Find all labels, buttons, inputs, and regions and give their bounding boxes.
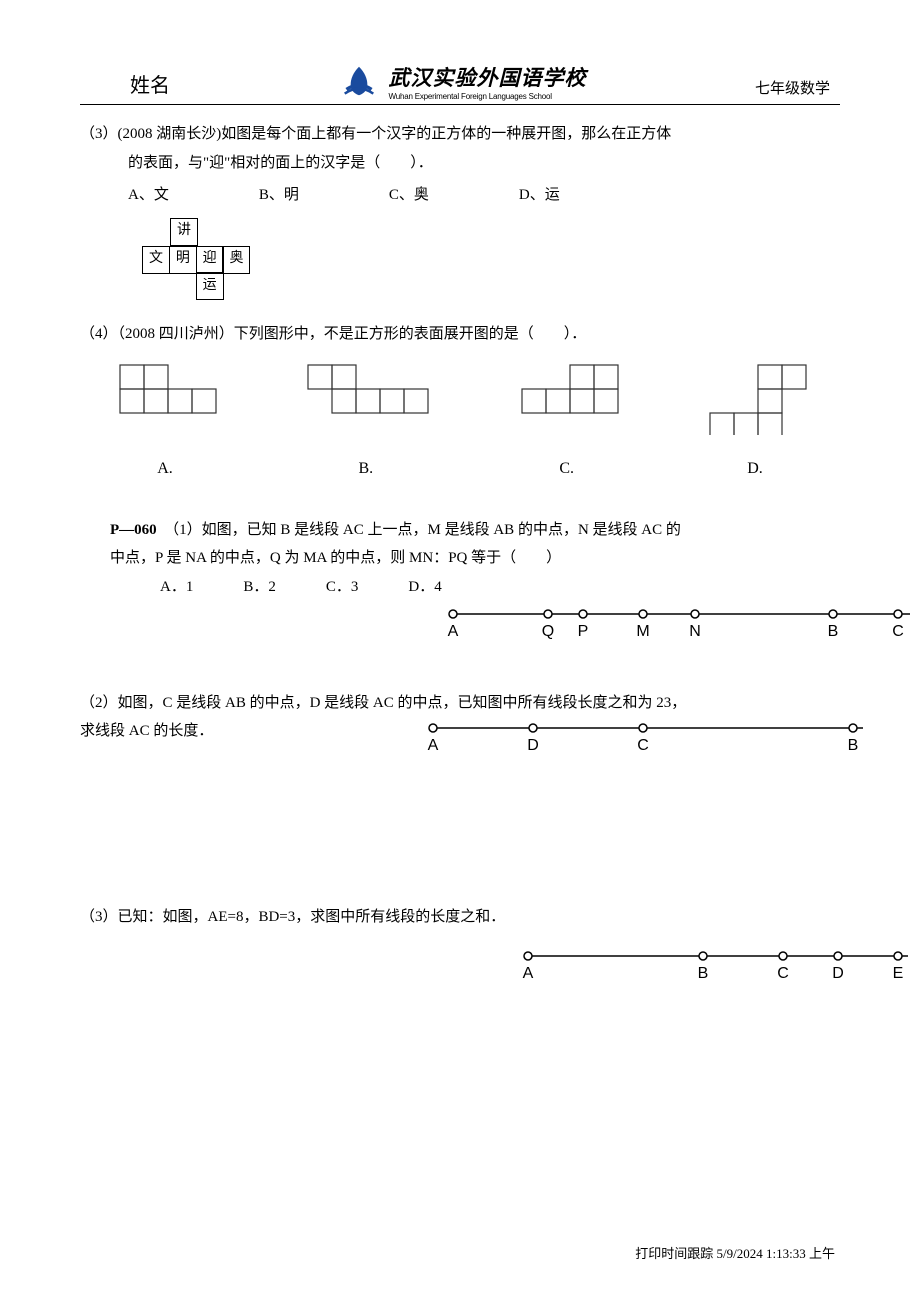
print-timestamp: 打印时间跟踪 5/9/2024 1:13:33 上午 xyxy=(635,1246,835,1261)
q4-label-c: C. xyxy=(512,454,622,484)
p060-opt-b: B．2 xyxy=(243,575,276,596)
q4-line1: （4）（2008 四川泸州）下列图形中，不是正方形的表面展开图的是（ ）． xyxy=(80,320,840,349)
seg2-svg: ADCB xyxy=(425,718,865,758)
q4-label-b: B. xyxy=(298,454,433,484)
q3-opt-c: C、奥 xyxy=(389,181,429,210)
q4-prefix: （4） xyxy=(80,326,118,342)
q4-net-c: C. xyxy=(512,363,622,484)
p060-opt-d: D．4 xyxy=(408,575,441,596)
q4-label-d: D. xyxy=(700,454,810,484)
q3-line2: 的表面，与"迎"相对的面上的汉字是（ ）． xyxy=(80,149,840,178)
svg-text:N: N xyxy=(689,623,701,640)
q3-opt-b: B、明 xyxy=(259,181,299,210)
p060-code: P—060 xyxy=(110,522,157,538)
q3-line1: （3）(2008 湖南长沙)如图是每个面上都有一个汉字的正方体的一种展开图，那么… xyxy=(80,120,840,149)
school-name-en: Wuhan Experimental Foreign Languages Sch… xyxy=(388,92,586,101)
q3-source: (2008 湖南长沙) xyxy=(118,126,222,142)
svg-text:B: B xyxy=(848,737,859,754)
q4-nets-row: A. B. C. xyxy=(80,363,840,484)
q3-cube-net: 讲 文 明 迎 奥 运 xyxy=(142,218,840,302)
p060-opt-c: C．3 xyxy=(326,575,359,596)
page-header: 姓名 武汉实验外国语学校 Wuhan Experimental Foreign … xyxy=(80,60,840,105)
net-c-svg xyxy=(512,363,622,435)
q3-opt-d: D、运 xyxy=(519,181,560,210)
q4-label-a: A. xyxy=(110,454,220,484)
net-cell: 奥 xyxy=(222,246,250,274)
p060-q1-t1: （1）如图，已知 B 是线段 AC 上一点，M 是线段 AB 的中点，N 是线段… xyxy=(164,522,681,538)
svg-text:A: A xyxy=(428,737,439,754)
svg-text:D: D xyxy=(527,737,539,754)
p060-q3: （3）已知：如图，AE=8，BD=3，求图中所有线段的长度之和． xyxy=(80,903,840,932)
question-4: （4）（2008 四川泸州）下列图形中，不是正方形的表面展开图的是（ ）． A. xyxy=(80,320,840,484)
p060-section: P—060 （1）如图，已知 B 是线段 AC 上一点，M 是线段 AB 的中点… xyxy=(80,516,840,992)
school-logo-block: 武汉实验外国语学校 Wuhan Experimental Foreign Lan… xyxy=(338,60,586,102)
p060-q3-text: （3）已知：如图，AE=8，BD=3，求图中所有线段的长度之和． xyxy=(80,909,505,925)
q3-opt-a: A、文 xyxy=(128,181,169,210)
q4-source: （2008 四川泸州） xyxy=(118,326,234,342)
svg-text:P: P xyxy=(578,623,589,640)
p060-q1-t2: 中点，P 是 NA 的中点，Q 为 MA 的中点，则 MN：PQ 等于（ ） xyxy=(110,550,561,566)
svg-text:A: A xyxy=(448,623,459,640)
svg-text:E: E xyxy=(893,965,904,982)
net-cell: 文 xyxy=(142,246,170,274)
p060-q1: P—060 （1）如图，已知 B 是线段 AC 上一点，M 是线段 AB 的中点… xyxy=(80,516,840,573)
svg-text:C: C xyxy=(637,737,649,754)
net-d-svg xyxy=(700,363,810,435)
net-b-svg xyxy=(298,363,433,435)
net-cell: 迎 xyxy=(196,246,224,274)
grade-label: 七年级数学 xyxy=(755,77,840,102)
q4-net-b: B. xyxy=(298,363,433,484)
svg-text:Q: Q xyxy=(542,623,554,640)
p060-q2-t2: 求线段 AC 的长度． xyxy=(80,723,213,739)
net-cell: 讲 xyxy=(170,218,198,246)
q4-net-a: A. xyxy=(110,363,220,484)
p060-q2-t1: （2）如图，C 是线段 AB 的中点，D 是线段 AC 的中点，已知图中所有线段… xyxy=(80,695,686,711)
svg-text:M: M xyxy=(636,623,649,640)
name-label: 姓名 xyxy=(80,69,170,102)
svg-text:B: B xyxy=(698,965,709,982)
p060-seg2-diagram: ADCB xyxy=(425,718,840,763)
p060-seg3-diagram: ABCDE xyxy=(520,946,840,991)
svg-text:B: B xyxy=(828,623,839,640)
q4-text: 下列图形中，不是正方形的表面展开图的是（ ）． xyxy=(234,326,587,342)
q3-options: A、文 B、明 C、奥 D、运 xyxy=(80,181,840,210)
q3-prefix: （3） xyxy=(80,126,118,142)
seg3-svg: A B C D E xyxy=(520,946,910,986)
q3-text1: 如图是每个面上都有一个汉字的正方体的一种展开图，那么在正方体 xyxy=(221,126,671,142)
school-name-cn: 武汉实验外国语学校 xyxy=(388,62,586,92)
net-cell: 明 xyxy=(169,246,197,274)
net-a-svg xyxy=(110,363,220,435)
svg-text:C: C xyxy=(777,965,789,982)
net-cell: 运 xyxy=(196,272,224,300)
p060-opt-a: A．1 xyxy=(160,575,193,596)
school-logo-icon xyxy=(338,60,380,102)
svg-text:C: C xyxy=(892,623,904,640)
page-footer: 打印时间跟踪 5/9/2024 1:13:33 上午 xyxy=(635,1243,835,1262)
seg1-svg: AQPMNBC xyxy=(445,604,910,644)
q4-net-d: D. xyxy=(700,363,810,484)
p060-options: A．1 B．2 C．3 D．4 xyxy=(80,575,840,596)
svg-text:A: A xyxy=(523,965,534,982)
p060-seg1-diagram: AQPMNBC xyxy=(445,604,840,649)
svg-text:D: D xyxy=(832,965,844,982)
question-3: （3）(2008 湖南长沙)如图是每个面上都有一个汉字的正方体的一种展开图，那么… xyxy=(80,120,840,302)
